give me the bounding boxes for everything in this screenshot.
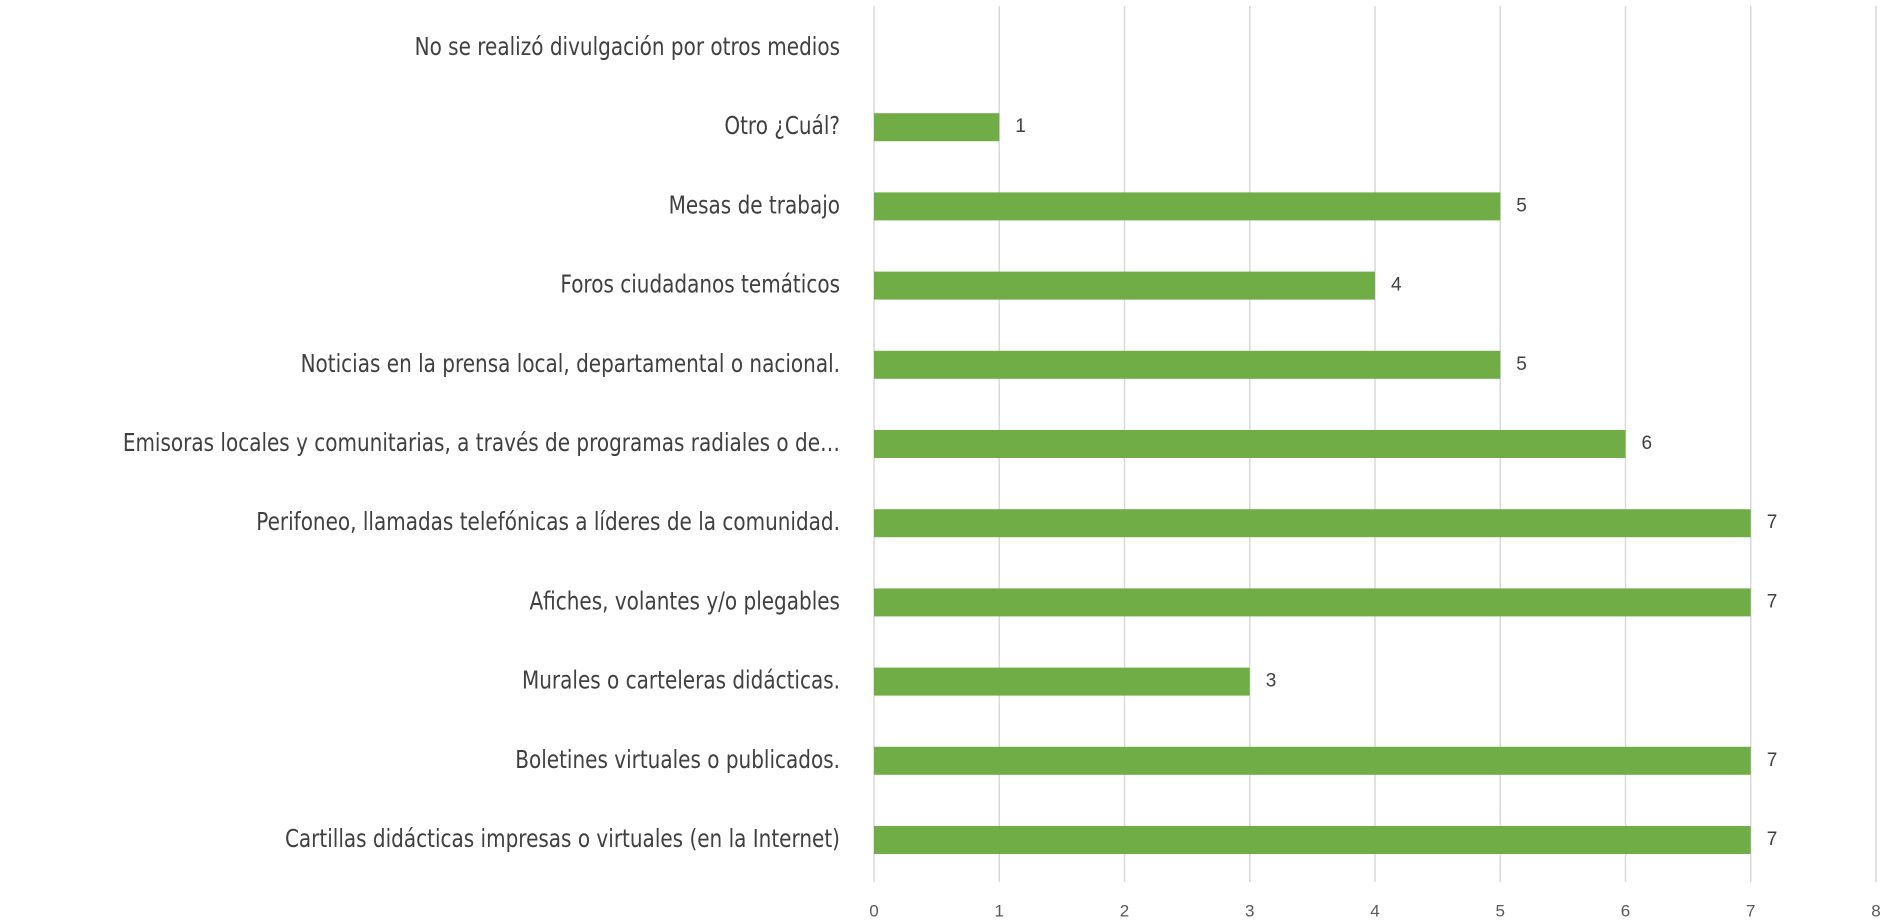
x-tick-label: 1 [995,901,1004,920]
y-tick-label: Afiches, volantes y/o plegables [529,586,840,615]
y-tick-label: No se realizó divulgación por otros medi… [415,32,840,61]
data-label: 7 [1767,750,1778,771]
data-label: 3 [1266,671,1277,692]
y-tick-label: Noticias en la prensa local, departament… [301,349,840,378]
x-tick-label: 6 [1621,901,1630,920]
y-tick-label: Otro ¿Cuál? [724,111,840,140]
y-tick-label: Perifoneo, llamadas telefónicas a lídere… [256,507,840,536]
x-tick-label: 5 [1496,901,1505,920]
bar [874,430,1626,458]
bar [874,746,1751,775]
y-tick-label: Cartillas didácticas impresas o virtuale… [285,824,840,853]
bar [874,192,1501,221]
bar [874,826,1751,854]
y-tick-label: Foros ciudadanos temáticos [560,270,840,299]
x-tick-label: 7 [1746,901,1755,920]
data-label: 1 [1015,116,1026,137]
y-tick-label: Murales o carteleras didácticas. [522,666,840,695]
data-label: 6 [1642,433,1653,454]
bar [874,271,1375,300]
x-tick-label: 0 [869,901,878,920]
data-label: 7 [1767,591,1778,612]
x-tick-label: 2 [1120,901,1129,920]
y-tick-label: Boletines virtuales o publicados. [515,745,840,774]
data-label: 4 [1391,275,1402,296]
data-label: 5 [1516,354,1527,375]
bar [874,588,1751,617]
bar [874,667,1250,696]
y-tick-label: Mesas de trabajo [669,190,840,219]
x-tick-label: 3 [1245,901,1254,920]
bar [874,350,1501,379]
data-label: 5 [1516,195,1527,216]
y-tick-label: Emisoras locales y comunitarias, a travé… [123,428,840,457]
bar [874,113,1000,142]
x-tick-label: 4 [1370,901,1379,920]
bar [874,509,1751,538]
data-label: 7 [1767,829,1778,850]
data-label: 7 [1767,512,1778,533]
x-tick-label: 8 [1871,901,1880,920]
